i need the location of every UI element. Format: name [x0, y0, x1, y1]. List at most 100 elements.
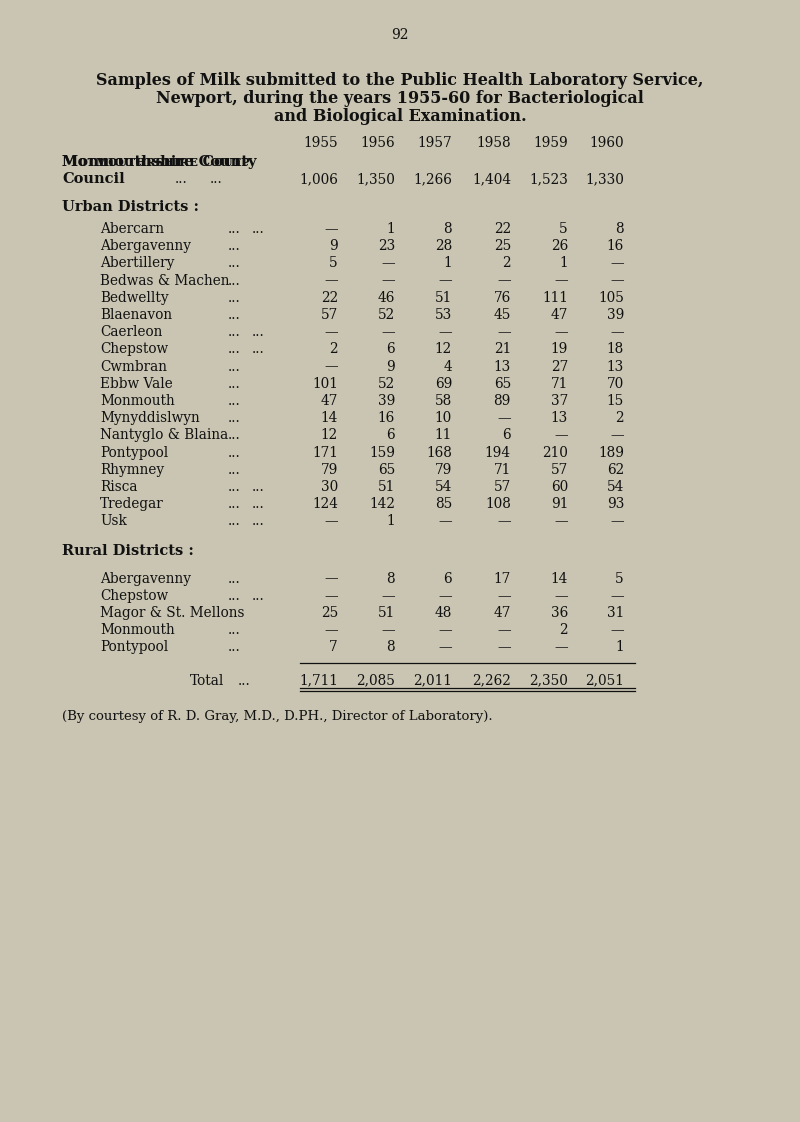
Text: ...: ... [252, 222, 265, 236]
Text: —: — [438, 325, 452, 339]
Text: ...: ... [228, 377, 241, 390]
Text: —: — [554, 274, 568, 287]
Text: —: — [382, 623, 395, 637]
Text: 18: 18 [606, 342, 624, 357]
Text: Bedwellty: Bedwellty [100, 291, 169, 305]
Text: 1,404: 1,404 [472, 172, 511, 186]
Text: —: — [498, 325, 511, 339]
Text: 23: 23 [378, 239, 395, 254]
Text: Monmouth: Monmouth [100, 394, 174, 408]
Text: Chepstow: Chepstow [100, 589, 168, 603]
Text: 27: 27 [550, 359, 568, 374]
Text: 48: 48 [434, 606, 452, 620]
Text: ...: ... [238, 673, 250, 688]
Text: 105: 105 [598, 291, 624, 305]
Text: Abergavenny: Abergavenny [100, 571, 191, 586]
Text: 10: 10 [434, 411, 452, 425]
Text: ...: ... [228, 394, 241, 408]
Text: ...: ... [228, 325, 241, 339]
Text: 69: 69 [434, 377, 452, 390]
Text: 57: 57 [321, 309, 338, 322]
Text: 62: 62 [606, 462, 624, 477]
Text: 28: 28 [434, 239, 452, 254]
Text: 93: 93 [606, 497, 624, 512]
Text: Risca: Risca [100, 480, 138, 494]
Text: 12: 12 [434, 342, 452, 357]
Text: —: — [610, 623, 624, 637]
Text: 79: 79 [321, 462, 338, 477]
Text: 1,350: 1,350 [356, 172, 395, 186]
Text: 13: 13 [494, 359, 511, 374]
Text: —: — [438, 514, 452, 528]
Text: 57: 57 [494, 480, 511, 494]
Text: —: — [324, 325, 338, 339]
Text: —: — [610, 514, 624, 528]
Text: —: — [438, 641, 452, 654]
Text: —: — [498, 589, 511, 603]
Text: ...: ... [228, 497, 241, 512]
Text: 1: 1 [559, 257, 568, 270]
Text: ...: ... [252, 480, 265, 494]
Text: ...: ... [228, 514, 241, 528]
Text: 46: 46 [378, 291, 395, 305]
Text: 52: 52 [378, 309, 395, 322]
Text: ...: ... [228, 239, 241, 254]
Text: 1955: 1955 [303, 136, 338, 150]
Text: Nantyglo & Blaina: Nantyglo & Blaina [100, 429, 228, 442]
Text: 70: 70 [606, 377, 624, 390]
Text: 16: 16 [378, 411, 395, 425]
Text: ...: ... [228, 462, 241, 477]
Text: 51: 51 [378, 480, 395, 494]
Text: 85: 85 [434, 497, 452, 512]
Text: 1,006: 1,006 [299, 172, 338, 186]
Text: 8: 8 [615, 222, 624, 236]
Text: 8: 8 [386, 571, 395, 586]
Text: ...: ... [228, 222, 241, 236]
Text: 8: 8 [443, 222, 452, 236]
Text: ...: ... [228, 309, 241, 322]
Text: Mynyddislwyn: Mynyddislwyn [100, 411, 200, 425]
Text: Abergavenny: Abergavenny [100, 239, 191, 254]
Text: ...: ... [252, 514, 265, 528]
Text: 71: 71 [494, 462, 511, 477]
Text: Abercarn: Abercarn [100, 222, 164, 236]
Text: Newport, during the years 1955-60 for Bacteriological: Newport, during the years 1955-60 for Ba… [156, 90, 644, 107]
Text: 9: 9 [330, 239, 338, 254]
Text: —: — [382, 257, 395, 270]
Text: Usk: Usk [100, 514, 127, 528]
Text: —: — [498, 411, 511, 425]
Text: —: — [438, 274, 452, 287]
Text: 2,011: 2,011 [413, 673, 452, 688]
Text: 37: 37 [550, 394, 568, 408]
Text: Tredegar: Tredegar [100, 497, 164, 512]
Text: 4: 4 [443, 359, 452, 374]
Text: Monmouthshire County: Monmouthshire County [62, 155, 257, 169]
Text: —: — [324, 359, 338, 374]
Text: 1: 1 [615, 641, 624, 654]
Text: 26: 26 [550, 239, 568, 254]
Text: 14: 14 [550, 571, 568, 586]
Text: ...: ... [228, 291, 241, 305]
Text: 22: 22 [494, 222, 511, 236]
Text: 9: 9 [386, 359, 395, 374]
Text: ...: ... [252, 589, 265, 603]
Text: —: — [610, 257, 624, 270]
Text: 54: 54 [434, 480, 452, 494]
Text: 1959: 1959 [534, 136, 568, 150]
Text: 47: 47 [494, 606, 511, 620]
Text: 5: 5 [330, 257, 338, 270]
Text: 142: 142 [369, 497, 395, 512]
Text: 52: 52 [378, 377, 395, 390]
Text: 2: 2 [615, 411, 624, 425]
Text: 39: 39 [606, 309, 624, 322]
Text: Urban Districts :: Urban Districts : [62, 200, 199, 214]
Text: —: — [554, 589, 568, 603]
Text: 91: 91 [550, 497, 568, 512]
Text: 14: 14 [321, 411, 338, 425]
Text: Mᴏᴛᴍᴏᴜᴛʜʀѕʜɪʀᴇ Cᴏᴜᴛᴘ: Mᴏᴛᴍᴏᴜᴛʜʀѕʜɪʀᴇ Cᴏᴜᴛᴘ [62, 155, 250, 169]
Text: —: — [324, 274, 338, 287]
Text: ...: ... [228, 257, 241, 270]
Text: 1956: 1956 [360, 136, 395, 150]
Text: Ebbw Vale: Ebbw Vale [100, 377, 173, 390]
Text: Council: Council [62, 172, 125, 186]
